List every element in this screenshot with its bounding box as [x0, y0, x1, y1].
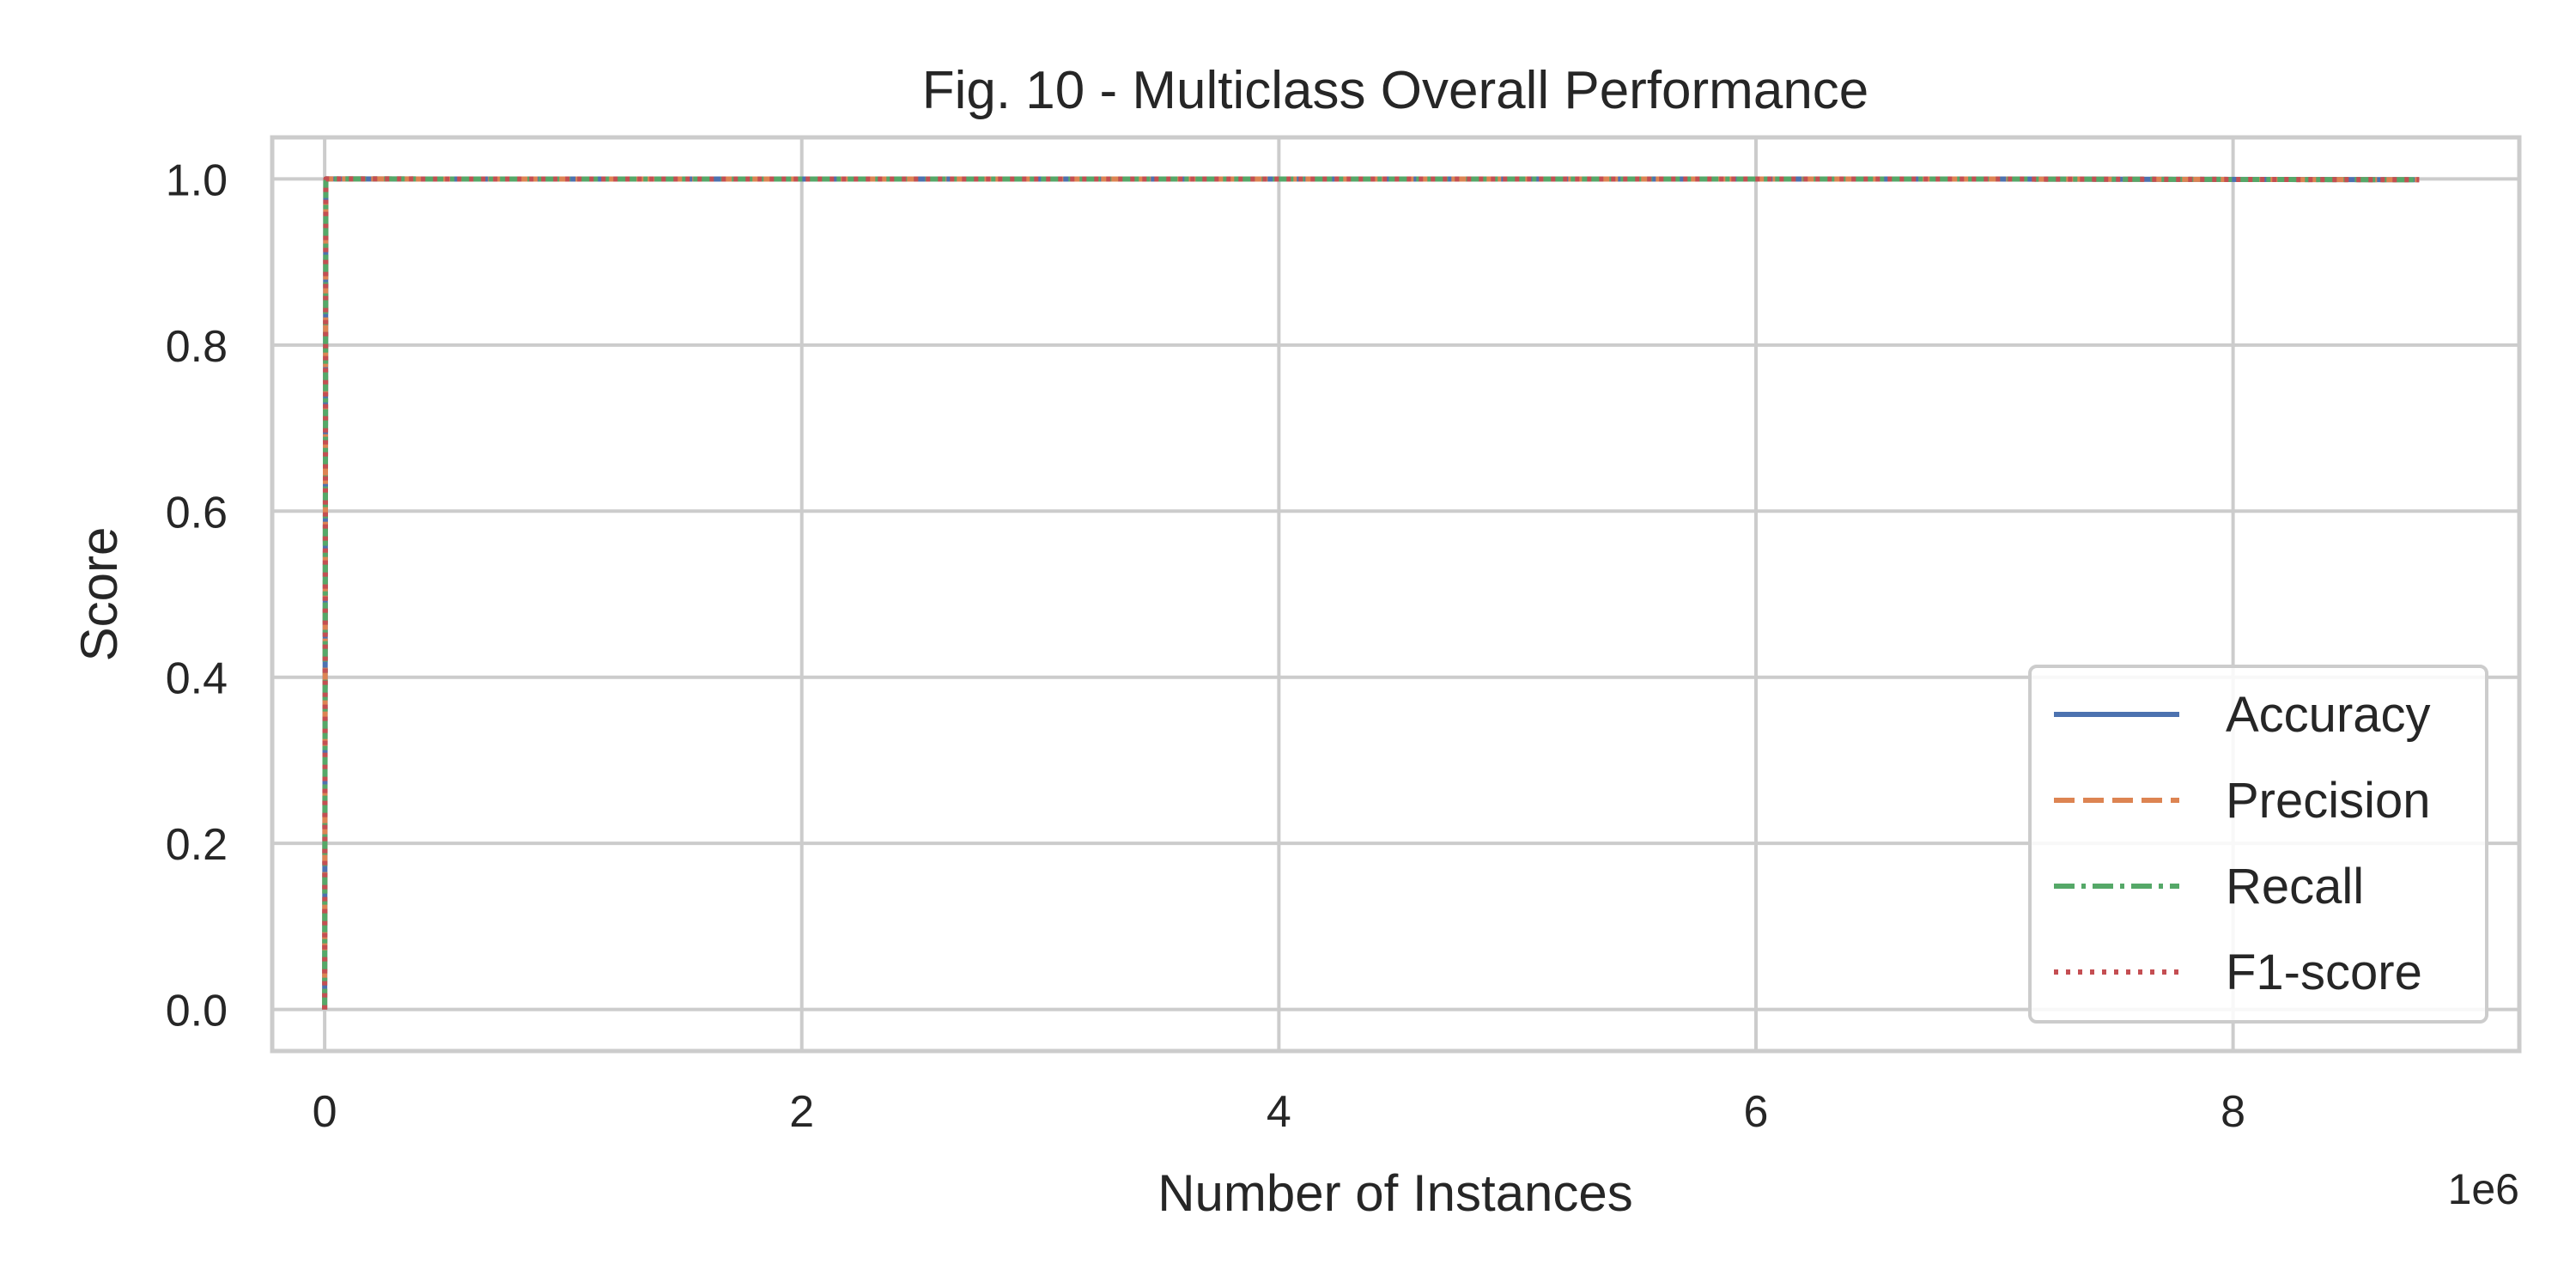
x-tick-label: 0 [313, 1087, 337, 1137]
x-axis-offset-label: 1e6 [2448, 1165, 2519, 1213]
x-tick-label: 6 [1744, 1087, 1769, 1137]
tick-labels: 0 2 4 6 8 0.0 0.2 0.4 0.6 0.8 1.0 [166, 155, 2245, 1137]
series-layer [322, 176, 2420, 1010]
legend-label: Recall [2226, 859, 2364, 914]
y-tick-label: 0.4 [166, 654, 228, 704]
legend-label: F1-score [2226, 945, 2422, 1000]
x-tick-label: 2 [789, 1087, 814, 1137]
y-tick-label: 0.8 [166, 322, 228, 372]
plot-frame [270, 135, 2522, 1054]
y-tick-label: 0.2 [166, 820, 228, 870]
legend-label: Precision [2226, 773, 2431, 829]
y-tick-label: 0.0 [166, 987, 228, 1036]
legend-label: Accuracy [2226, 687, 2431, 743]
series-line-f1-score [322, 176, 2420, 1010]
y-axis-label: Score [70, 527, 128, 662]
x-tick-label: 4 [1267, 1087, 1291, 1137]
y-tick-label: 1.0 [166, 155, 228, 205]
x-axis-label: Number of Instances [1157, 1164, 1633, 1222]
x-tick-label: 8 [2221, 1087, 2245, 1137]
legend: Accuracy Precision Recall F1-score [2028, 665, 2488, 1024]
legend-box [2028, 665, 2488, 1024]
chart-title: Fig. 10 - Multiclass Overall Performance [922, 61, 1869, 120]
legend-items: Accuracy Precision Recall F1-score [2054, 687, 2431, 1000]
y-tick-label: 0.6 [166, 488, 228, 538]
